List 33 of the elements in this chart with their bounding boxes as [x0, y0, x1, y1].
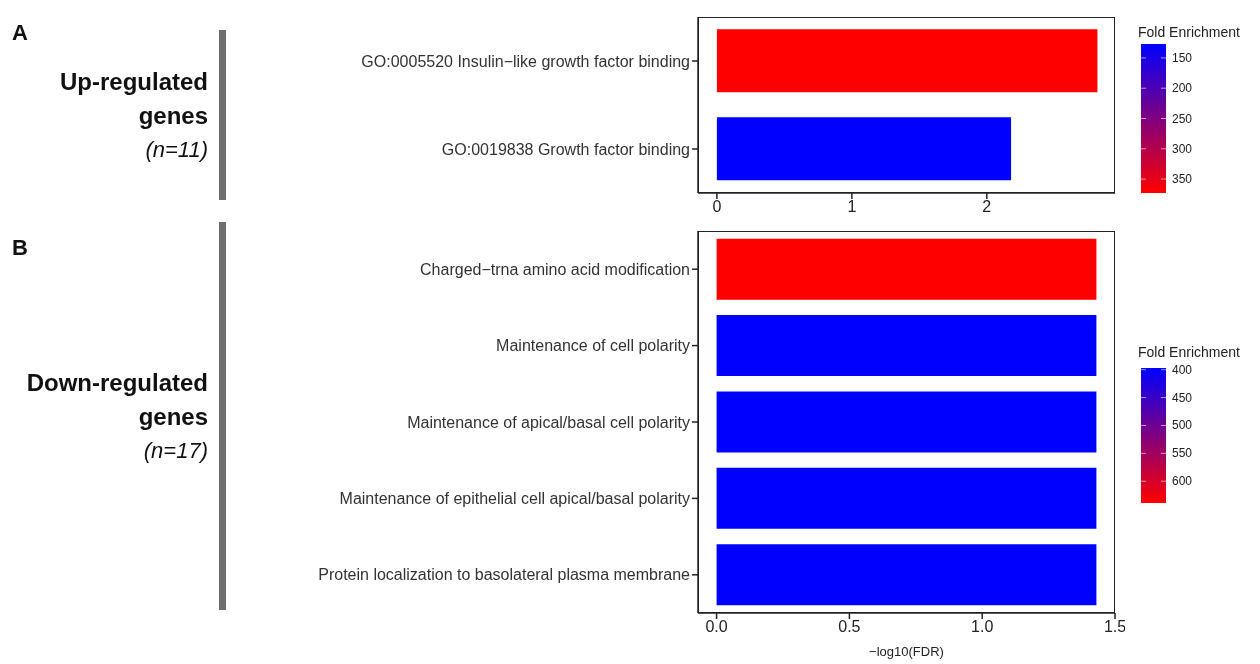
color-bar-title: Fold Enrichment: [1138, 24, 1240, 40]
text: Down-regulated genes: [25, 368, 208, 432]
color-bar-label: 250: [1172, 111, 1193, 126]
color-bar-label: 350: [1172, 172, 1193, 187]
color-bar-label: 450: [1172, 390, 1193, 405]
y-tick-label: Maintenance of cell polarity: [496, 337, 690, 355]
x-tick-label: 2: [982, 198, 992, 216]
color-bar-label: 500: [1172, 418, 1193, 433]
text: (n=11): [144, 136, 208, 164]
x-tick-label: 0.0: [705, 618, 728, 636]
y-tick-label: Maintenance of apical/basal cell polarity: [407, 413, 690, 431]
text: A: [12, 20, 28, 46]
y-tick-label: GO:0005520 Insulin−like growth factor binding: [361, 52, 690, 70]
text: (n=17): [142, 437, 208, 465]
color-bar-title: Fold Enrichment: [1138, 344, 1240, 360]
color-bar-label: 300: [1172, 141, 1193, 156]
x-axis-title: −log10(FDR): [869, 644, 944, 659]
text: Up-regulated genes: [59, 67, 208, 131]
color-bar-label: 150: [1172, 50, 1193, 65]
y-tick-label: GO:0019838 Growth factor binding: [441, 140, 690, 158]
x-tick-label: 1.0: [971, 618, 994, 636]
x-tick-label: 1: [847, 198, 857, 216]
color-bar-label: 200: [1172, 81, 1193, 96]
x-tick-label: 1.5: [1103, 618, 1127, 636]
y-tick-label: Protein localization to basolateral plasma membrane: [318, 566, 691, 584]
x-tick-label: 0: [712, 198, 722, 216]
color-bar-label: 400: [1172, 362, 1193, 377]
text: B: [12, 235, 28, 261]
y-tick-label: Maintenance of epithelial cell apical/basal polarity: [339, 490, 690, 508]
color-bar-label: 600: [1172, 474, 1193, 489]
x-tick-label: 0.5: [838, 618, 861, 636]
y-tick-label: Charged−trna amino acid modification: [420, 260, 690, 278]
color-bar-label: 550: [1172, 446, 1193, 461]
